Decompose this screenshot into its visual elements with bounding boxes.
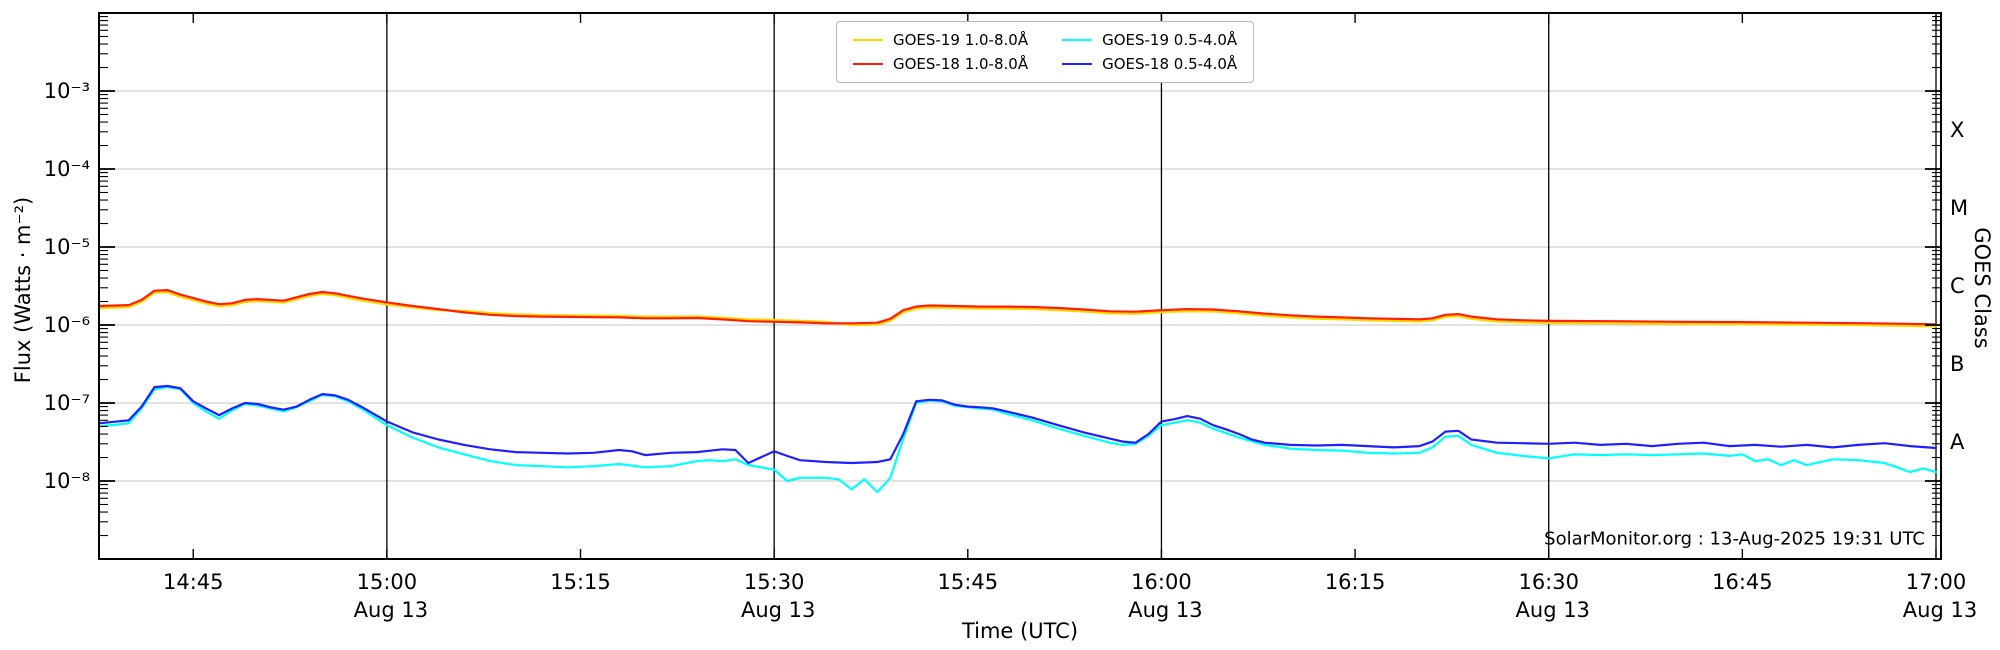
x-tick-label: 16:00 (1131, 570, 1192, 594)
goes-class-label-m: M (1950, 196, 1968, 220)
x-tick-label: 17:00 (1906, 570, 1967, 594)
y-axis-title: Flux (Watts · m⁻²) (11, 196, 35, 384)
series-line-goes-19-1-0-8-0- (97, 291, 1938, 328)
x-tick-label: 16:45 (1712, 570, 1773, 594)
y-tick-label: 10⁻⁶ (44, 313, 90, 337)
y-tick-label: 10⁻⁸ (44, 469, 90, 493)
plot-frame (98, 12, 1942, 560)
x-axis-title: Time (UTC) (961, 619, 1079, 643)
goes-class-label-c: C (1950, 274, 1965, 298)
series-line-goes-18-1-0-8-0- (97, 289, 1938, 326)
legend-swatch-goes19-short-icon (1062, 38, 1093, 42)
goes-class-label-b: B (1950, 352, 1964, 376)
x-tick-label: 15:45 (938, 570, 999, 594)
y-tick-label: 10⁻⁵ (44, 235, 90, 259)
source-timestamp-annotation: SolarMonitor.org : 13-Aug-2025 19:31 UTC (1544, 528, 1925, 550)
x-date-label: Aug 13 (1128, 598, 1202, 622)
x-tick-label: 14:45 (163, 570, 224, 594)
legend-label-goes18-long: GOES-18 1.0-8.0Å (893, 55, 1029, 73)
x-tick-label: 15:15 (550, 570, 611, 594)
x-date-label: Aug 13 (1903, 598, 1977, 622)
legend-label-goes18-short: GOES-18 0.5-4.0Å (1102, 55, 1238, 73)
x-tick-label: 15:00 (357, 570, 418, 594)
goes-class-label-x: X (1950, 118, 1964, 142)
legend-swatch-goes18-short-icon (1062, 62, 1093, 66)
legend-swatch-goes18-long-icon (853, 62, 883, 66)
goes-class-label-a: A (1950, 430, 1965, 454)
legend-item-goes19-long: GOES-19 1.0-8.0Å (853, 31, 1028, 49)
right-axis-title: GOES Class (1970, 227, 1994, 349)
legend-label-goes19-long: GOES-19 1.0-8.0Å (893, 31, 1029, 49)
y-tick-label: 10⁻⁷ (44, 391, 90, 415)
y-tick-label: 10⁻³ (44, 79, 90, 103)
legend-item-goes19-short: GOES-19 0.5-4.0Å (1062, 31, 1237, 49)
y-tick-label: 10⁻⁴ (44, 157, 90, 181)
series-line-goes-18-0-5-4-0- (97, 384, 1938, 465)
x-tick-label: 16:30 (1518, 570, 1579, 594)
legend-label-goes19-short: GOES-19 0.5-4.0Å (1102, 31, 1238, 49)
x-date-label: Aug 13 (354, 598, 428, 622)
legend-item-goes18-long: GOES-18 1.0-8.0Å (853, 55, 1028, 73)
x-tick-label: 15:30 (744, 570, 805, 594)
x-date-label: Aug 13 (741, 598, 815, 622)
x-date-label: Aug 13 (1516, 598, 1590, 622)
legend: GOES-19 1.0-8.0Å GOES-18 1.0-8.0Å GOES-1… (836, 21, 1255, 83)
legend-item-goes18-short: GOES-18 0.5-4.0Å (1062, 55, 1237, 73)
legend-swatch-goes19-long-icon (853, 38, 883, 42)
x-tick-label: 16:15 (1325, 570, 1386, 594)
